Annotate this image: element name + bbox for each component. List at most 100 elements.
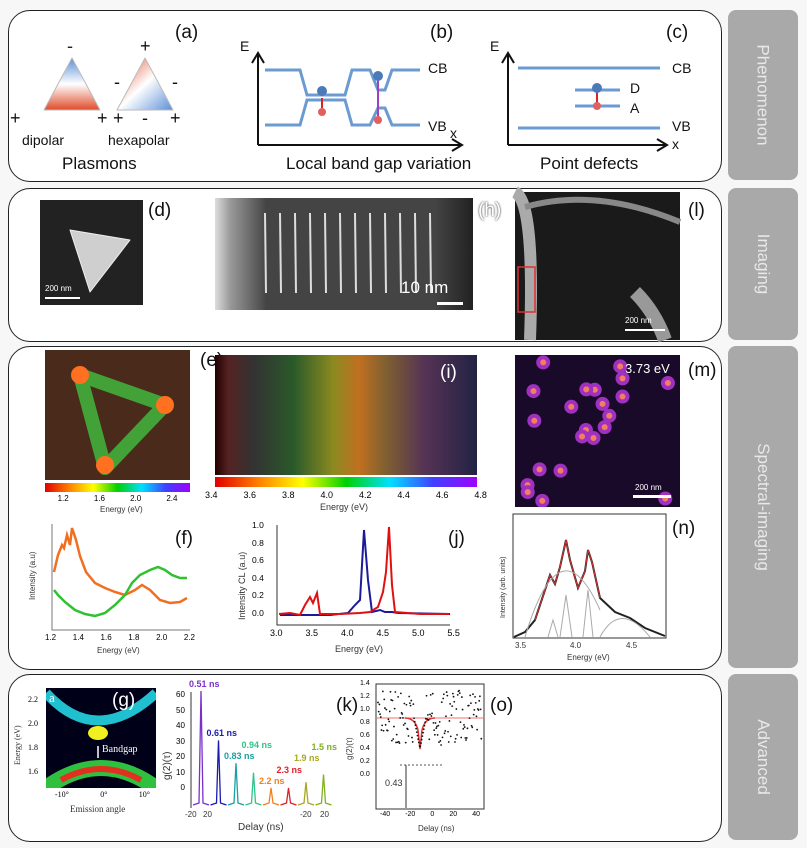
data-point [424,717,427,720]
data-point [442,693,445,696]
quantum-well-line [429,212,432,294]
data-point [449,703,452,705]
dipolar-triangle [43,57,101,111]
data-point [478,699,481,702]
data-point [379,716,382,718]
g2-peak [262,787,280,806]
data-point [456,693,459,696]
data-point [383,698,386,701]
peak-lifetime-label: 0.51 ns [189,679,220,689]
data-point [384,723,387,726]
axis-e: E [240,38,250,54]
data-point [456,734,458,736]
data-point [407,735,410,737]
data-point [425,694,428,697]
data-point [433,729,436,732]
vb-label: VB [672,118,691,134]
defect-spot [602,408,617,423]
data-point [397,740,400,743]
data-point [458,689,461,692]
data-point [458,692,461,695]
tick: 2.0 [130,494,142,503]
defect-spot [579,382,594,397]
image-i-spectral [215,355,477,475]
data-point [449,735,452,738]
peak-lifetime-label: 2.2 ns [259,775,285,786]
tick: 1.6 [100,633,112,642]
data-point [410,699,413,702]
tick: 1.0 [252,520,264,530]
data-point [381,690,384,693]
data-point [453,700,456,703]
tick: 1.2 [360,693,370,700]
data-point [462,727,465,730]
data-point [390,739,393,742]
plot-f [51,524,190,631]
data-point [472,713,475,716]
g2-peak [227,763,245,806]
panel-b-axes [251,51,464,152]
scale-bar-label: 200 nm [45,284,72,293]
tick: -20 [405,811,416,818]
data-point [436,734,439,736]
defect-spot [535,493,550,507]
defect-spot [615,389,630,404]
cb-label: CB [428,60,448,76]
o-xticks: -40 -20 0 20 40 [380,811,480,818]
tick: 1.6 [93,494,105,503]
data-point [431,692,434,695]
panel-label-i: (i) [440,362,457,383]
data-point [447,730,449,733]
g-xticks: -10° 0° 10° [55,790,150,799]
data-point [397,695,400,698]
data-point [442,697,445,700]
data-point [460,696,463,698]
quantum-well-line [369,212,372,294]
minus-sign: - [172,72,178,92]
data-point [439,740,442,742]
g2-peak [280,787,297,806]
data-point [408,702,411,705]
data-point [470,702,472,705]
data-point [394,691,397,693]
panel-label-c: (c) [666,22,689,43]
defect-spot [527,413,542,428]
tick: 20 [449,811,458,818]
tick: 50 [176,705,185,715]
tick: 3.5 [515,641,527,650]
acceptor-label: A [630,100,640,116]
g2-peak [210,740,227,806]
tick: 3.0 [270,628,283,638]
data-point [404,722,406,725]
data-point [438,720,441,723]
data-point [395,733,398,736]
data-point [417,738,420,740]
panel-c-axes [501,51,669,152]
panel-label-j: (j) [448,528,465,549]
data-point [381,724,384,727]
tick: 0.0 [252,607,264,618]
data-point [441,736,444,739]
image-h-nanowire: 10 nm [215,198,473,310]
axis-e: E [490,38,500,54]
g2-peak [297,782,315,806]
tick: 2.0 [156,633,168,642]
tab-label: Spectral-imaging [754,443,773,571]
data-point [429,713,431,716]
quantum-well-line [324,212,327,294]
data-point [403,702,406,705]
tick: 4.2 [358,490,372,500]
quantum-well-line [384,212,387,294]
axis-label: Emission angle [70,804,126,814]
tick: 20 [203,810,212,819]
tick: 1.4 [360,680,370,687]
scale-bar [633,495,671,498]
band-gap-title: Local band gap variation [286,154,472,173]
hexapolar-label: hexapolar [108,132,170,148]
data-point [421,735,424,738]
data-point [378,703,381,706]
tick: -20 [185,810,197,819]
data-point [459,721,462,724]
g2-peak [245,772,262,806]
quantum-well-line [399,212,402,294]
